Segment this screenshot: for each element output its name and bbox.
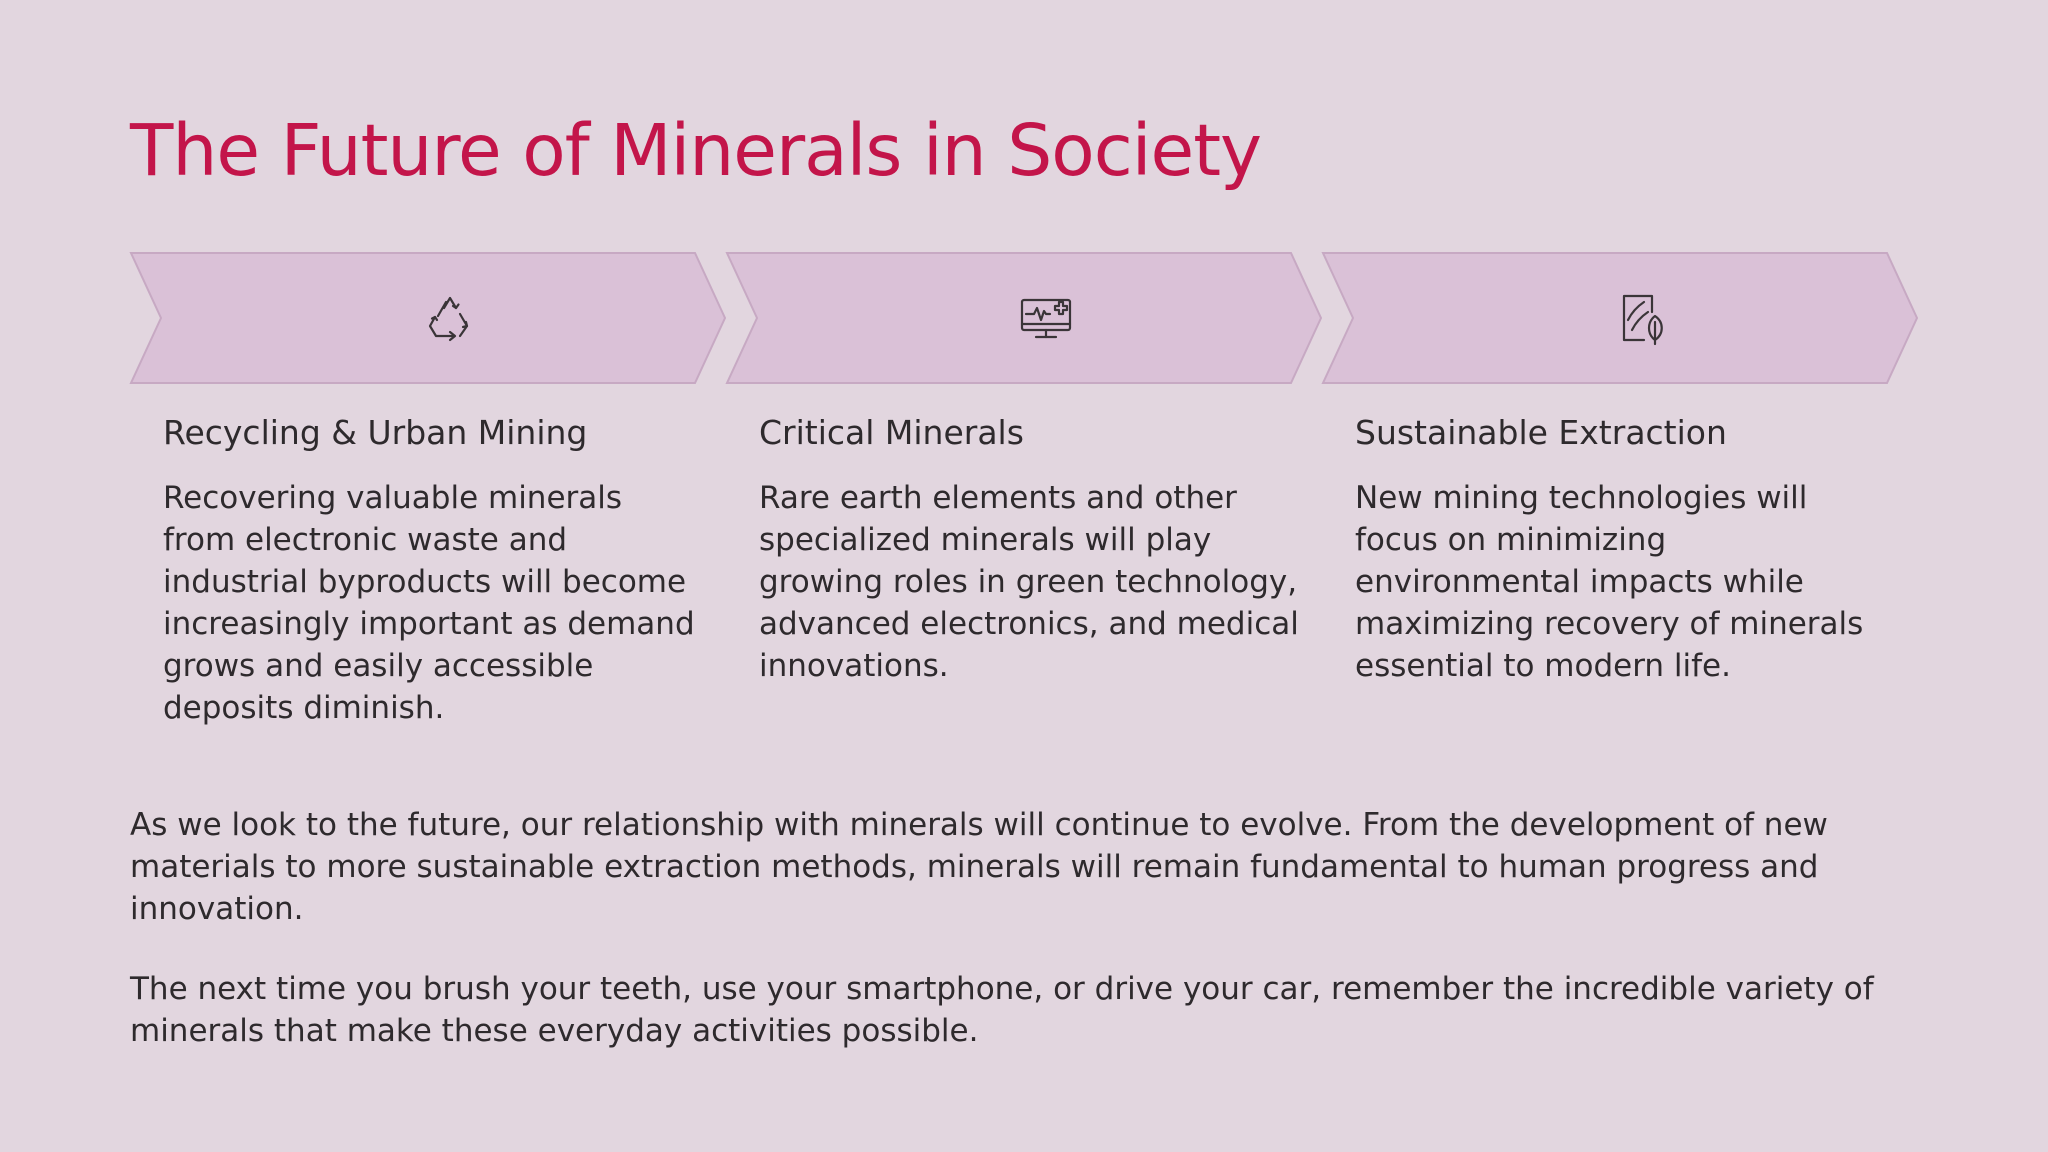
process-chevron-row: [129, 252, 1919, 384]
chevron-shape: [1321, 252, 1919, 384]
chevron-step-critical-minerals: [725, 252, 1323, 384]
chevron-shape: [129, 252, 727, 384]
medical-monitor-icon: [1018, 290, 1074, 346]
eco-leaf-document-icon: [1614, 290, 1670, 346]
column-heading: Sustainable Extraction: [1355, 413, 1727, 452]
column-recycling: Recycling & Urban Mining Recovering valu…: [163, 412, 703, 729]
recycle-icon: [422, 290, 478, 346]
page-title: The Future of Minerals in Society: [130, 109, 1262, 192]
closing-paragraph-1: As we look to the future, our relationsh…: [130, 807, 1828, 927]
column-text: New mining technologies will focus on mi…: [1355, 479, 1864, 684]
column-heading: Recycling & Urban Mining: [163, 413, 588, 452]
column-text: Recovering valuable minerals from electr…: [163, 479, 695, 726]
column-text: Rare earth elements and other specialize…: [759, 479, 1299, 684]
closing-paragraph-2: The next time you brush your teeth, use …: [130, 971, 1874, 1049]
chevron-step-recycling: [129, 252, 727, 384]
column-sustainable-extraction: Sustainable Extraction New mining techno…: [1355, 412, 1895, 687]
chevron-step-sustainable-extraction: [1321, 252, 1919, 384]
column-heading: Critical Minerals: [759, 413, 1024, 452]
column-critical-minerals: Critical Minerals Rare earth elements an…: [759, 412, 1299, 687]
chevron-shape: [725, 252, 1323, 384]
